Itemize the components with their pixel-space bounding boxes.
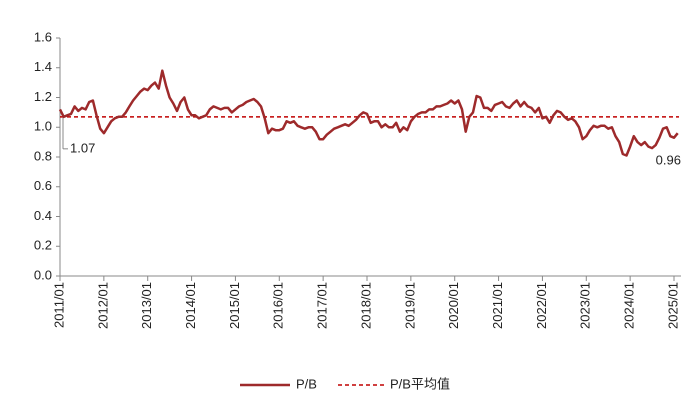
legend-label: P/B平均值 bbox=[390, 376, 450, 391]
x-tick-label: 2020/01 bbox=[446, 282, 461, 329]
y-tick-label: 1.4 bbox=[34, 59, 52, 74]
y-tick-label: 0.6 bbox=[34, 178, 52, 193]
y-tick-label: 0.0 bbox=[34, 267, 52, 282]
x-tick-label: 2011/01 bbox=[51, 282, 66, 328]
x-tick-label: 2024/01 bbox=[622, 282, 637, 329]
x-tick-label: 2022/01 bbox=[534, 282, 549, 329]
x-tick-label: 2012/01 bbox=[95, 282, 110, 329]
y-tick-label: 0.2 bbox=[34, 238, 52, 253]
x-tick-label: 2018/01 bbox=[358, 282, 373, 329]
mean-label: 1.07 bbox=[70, 140, 95, 155]
y-tick-label: 1.2 bbox=[34, 89, 52, 104]
y-tick-label: 0.8 bbox=[34, 148, 52, 163]
y-tick-label: 0.4 bbox=[34, 208, 52, 223]
x-tick-label: 2025/01 bbox=[665, 282, 680, 329]
x-tick-label: 2017/01 bbox=[315, 282, 330, 329]
x-tick-label: 2014/01 bbox=[183, 282, 198, 329]
end-value-label: 0.96 bbox=[656, 153, 681, 168]
y-tick-label: 1.6 bbox=[34, 29, 52, 44]
legend-label: P/B bbox=[296, 376, 317, 391]
x-tick-label: 2019/01 bbox=[402, 282, 417, 329]
x-tick-label: 2015/01 bbox=[227, 282, 242, 329]
x-tick-label: 2021/01 bbox=[490, 282, 505, 329]
series-line bbox=[58, 69, 679, 157]
x-tick-label: 2023/01 bbox=[578, 282, 593, 329]
x-tick-label: 2016/01 bbox=[271, 282, 286, 329]
x-tick-label: 2013/01 bbox=[139, 282, 154, 329]
y-tick-label: 1.0 bbox=[34, 119, 52, 134]
